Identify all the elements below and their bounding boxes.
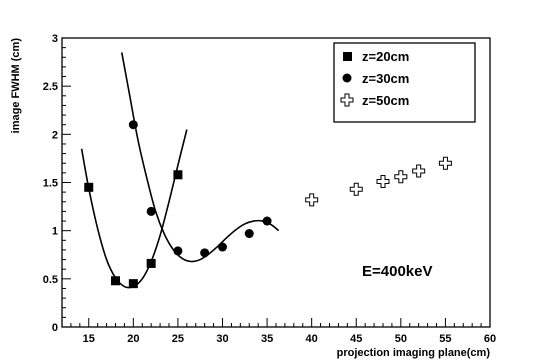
y-tick-label: 2.5 [43, 81, 58, 93]
x-axis-title: projection imaging plane(cm) [337, 347, 491, 359]
circle-marker [128, 120, 138, 130]
fit-curve-z20cm [80, 129, 188, 289]
x-tick-label: 40 [306, 333, 318, 345]
x-tick-label: 55 [439, 333, 451, 345]
legend-marker-z30 [342, 73, 352, 83]
cross-marker [412, 164, 426, 178]
axis-ticks: 15 20 25 30 35 40 45 50 55 60 0 0.5 1 1.5 2 2.5 3 [43, 33, 496, 345]
x-tick-label: 15 [83, 333, 95, 345]
circle-marker [173, 246, 183, 256]
square-marker [84, 182, 94, 192]
legend-label-z30: z=30cm [362, 71, 409, 86]
x-tick-label: 20 [127, 333, 139, 345]
x-tick-label: 35 [261, 333, 273, 345]
x-tick-label: 45 [350, 333, 362, 345]
y-tick-label: 3 [52, 33, 58, 45]
cross-marker [349, 182, 363, 196]
y-tick-label: 1.5 [43, 178, 58, 190]
cross-marker [438, 156, 452, 170]
square-marker [146, 258, 156, 268]
circle-marker [218, 242, 227, 252]
cross-marker [305, 193, 319, 207]
x-tick-label: 50 [395, 333, 407, 345]
circle-marker [200, 248, 210, 258]
circle-marker [244, 229, 254, 239]
square-marker [128, 279, 138, 289]
y-tick-label: 2 [52, 129, 58, 141]
cross-marker [376, 175, 390, 189]
data-markers [84, 120, 452, 289]
legend: z=20cm z=30cm z=50cm [333, 42, 476, 123]
legend-label-z20: z=20cm [362, 49, 409, 64]
square-marker [173, 170, 183, 180]
circle-marker [262, 216, 272, 226]
circle-marker [146, 206, 156, 216]
x-tick-label: 25 [172, 333, 184, 345]
y-tick-label: 1 [52, 226, 58, 238]
energy-annotation: E=400keV [362, 263, 432, 280]
legend-marker-z20 [343, 52, 352, 61]
legend-label-z50: z=50cm [362, 93, 409, 108]
x-tick-label: 30 [216, 333, 228, 345]
square-marker [111, 276, 120, 286]
legend-box [333, 42, 476, 123]
y-tick-label: 0 [52, 322, 58, 334]
cross-marker [394, 170, 408, 184]
legend-marker-z50 [340, 93, 354, 107]
fit-curve-z30cm [120, 52, 280, 263]
x-tick-label: 60 [484, 333, 496, 345]
y-axis-title: image FWHM (cm) [10, 38, 22, 134]
y-tick-label: 0.5 [43, 274, 58, 286]
